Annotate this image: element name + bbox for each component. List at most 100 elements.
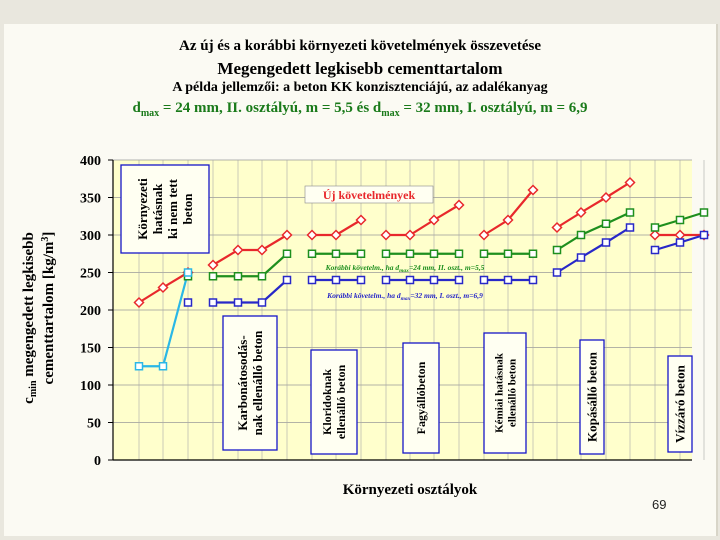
data-point-old_32 — [429, 275, 439, 285]
data-point-old_24 — [282, 249, 292, 258]
data-point-old_24 — [601, 219, 611, 228]
data-point-old_24 — [528, 249, 538, 258]
chart-subtitle-params: dmax = 24 mm, II. osztályú, m = 5,5 és d… — [132, 100, 588, 119]
group-label: Kloridoknak — [320, 369, 334, 435]
data-point-old_32 — [650, 245, 660, 255]
data-point-old_32 — [356, 275, 366, 285]
data-point-new_req — [256, 244, 268, 256]
chart-title-main: Megengedett legkisebb cementtartalom — [217, 59, 503, 78]
data-point-old_32 — [699, 230, 709, 240]
data-point-new_req — [232, 244, 244, 256]
data-point-old_24 — [650, 223, 660, 232]
series-line-old_24 — [213, 252, 288, 278]
series-line-new_req — [386, 204, 460, 237]
group-label-box — [579, 339, 605, 455]
data-point-old_24 — [576, 230, 586, 240]
y-axis-title-line-2: cementtartalom [kg/m3] — [40, 232, 57, 385]
data-point-new_req — [133, 296, 145, 309]
data-point-old_32 — [552, 268, 562, 277]
y-tick-label: 100 — [80, 379, 101, 394]
group-label-box — [120, 164, 210, 254]
data-point-cyan — [183, 268, 193, 277]
data-point-old_32 — [257, 298, 267, 307]
group-label: ellenálló beton — [334, 365, 348, 440]
data-point-old_32 — [625, 223, 635, 232]
data-point-new_req — [306, 229, 318, 241]
data-point-old_24 — [429, 249, 439, 258]
legend-new-box — [304, 185, 434, 204]
series-line-old_24 — [556, 211, 631, 251]
series-line-old_32 — [213, 279, 288, 304]
data-point-old_24 — [257, 272, 267, 281]
group-label-box — [483, 332, 527, 454]
series-line-new_req — [556, 181, 631, 229]
y-tick-label: 50 — [87, 417, 101, 432]
data-point-new_req — [527, 184, 539, 196]
group-label: Környezeti — [135, 178, 150, 240]
data-point-new_req — [157, 281, 169, 294]
data-point-old_24 — [233, 272, 243, 281]
legend-new-label: Új követelmények — [323, 188, 416, 202]
chart-title-line-1: Az új és a korábbi környezeti követelmén… — [178, 38, 541, 54]
data-point-cyan — [158, 362, 168, 371]
data-point-old_24 — [208, 272, 218, 281]
legend-old24-label: Korábbi követelm., ha dmax=24 mm, II. os… — [325, 263, 485, 274]
data-point-new_req — [649, 229, 661, 241]
group-label: Vízzáró beton — [673, 364, 688, 442]
data-point-old_32 — [307, 275, 317, 285]
y-tick-label: 0 — [94, 454, 101, 469]
data-point-new_req — [207, 259, 219, 271]
group-label: ellenálló beton — [506, 359, 518, 427]
data-point-new_req — [281, 229, 293, 241]
data-point-old_24 — [307, 249, 317, 258]
group-label-box — [310, 349, 358, 455]
data-point-new_req — [428, 214, 440, 226]
data-point-new_req — [453, 199, 465, 211]
data-point-old_24 — [331, 249, 341, 258]
y-axis-title-line-1: cmin megengedett legkisebb — [21, 232, 39, 404]
series-line-new_req — [212, 234, 288, 266]
data-point-old_32 — [381, 275, 391, 285]
y-tick-label: 250 — [80, 267, 101, 282]
group-label: Karbonátosodás- — [235, 335, 250, 430]
data-point-old_32 — [233, 298, 243, 307]
data-point-old_32 — [528, 275, 538, 285]
data-point-new_req — [380, 229, 392, 241]
data-point-new_req — [624, 176, 636, 189]
data-point-old_24 — [381, 249, 391, 258]
data-point-old_32 — [331, 275, 341, 285]
data-point-old_24 — [699, 208, 709, 217]
data-point-new_req — [600, 191, 612, 204]
data-point-old_24 — [675, 215, 685, 225]
y-tick-label: 400 — [80, 154, 101, 169]
data-point-old_24 — [625, 208, 635, 217]
series-line-old_32 — [556, 226, 631, 274]
data-point-old_32 — [183, 298, 193, 307]
data-point-new_req — [330, 229, 342, 241]
group-label-box — [667, 355, 693, 453]
chart-subtitle: A példa jellemzői: a beton KK konziszten… — [172, 80, 548, 95]
data-point-old_32 — [405, 275, 415, 285]
group-label: hatásnak — [150, 183, 165, 234]
group-label: Kémiai hatásnak — [493, 352, 505, 433]
data-point-old_32 — [675, 238, 685, 247]
y-tick-label: 200 — [80, 304, 101, 319]
data-point-new_req — [478, 229, 490, 241]
y-tick-label: 350 — [80, 192, 101, 207]
data-point-old_24 — [479, 249, 489, 258]
data-point-old_32 — [601, 238, 611, 247]
data-point-old_24 — [503, 249, 513, 258]
y-tick-label: 150 — [80, 342, 101, 357]
group-label: ki nem tett — [165, 178, 180, 239]
data-point-new_req — [551, 221, 563, 234]
group-label-box — [222, 315, 278, 451]
group-label-box — [402, 342, 440, 454]
data-point-old_32 — [576, 253, 586, 262]
data-point-old_32 — [208, 298, 218, 307]
data-point-old_32 — [282, 275, 292, 285]
x-axis-title: Környezeti osztályok — [343, 482, 478, 498]
page-number: 69 — [652, 497, 667, 512]
data-point-old_24 — [454, 249, 464, 258]
